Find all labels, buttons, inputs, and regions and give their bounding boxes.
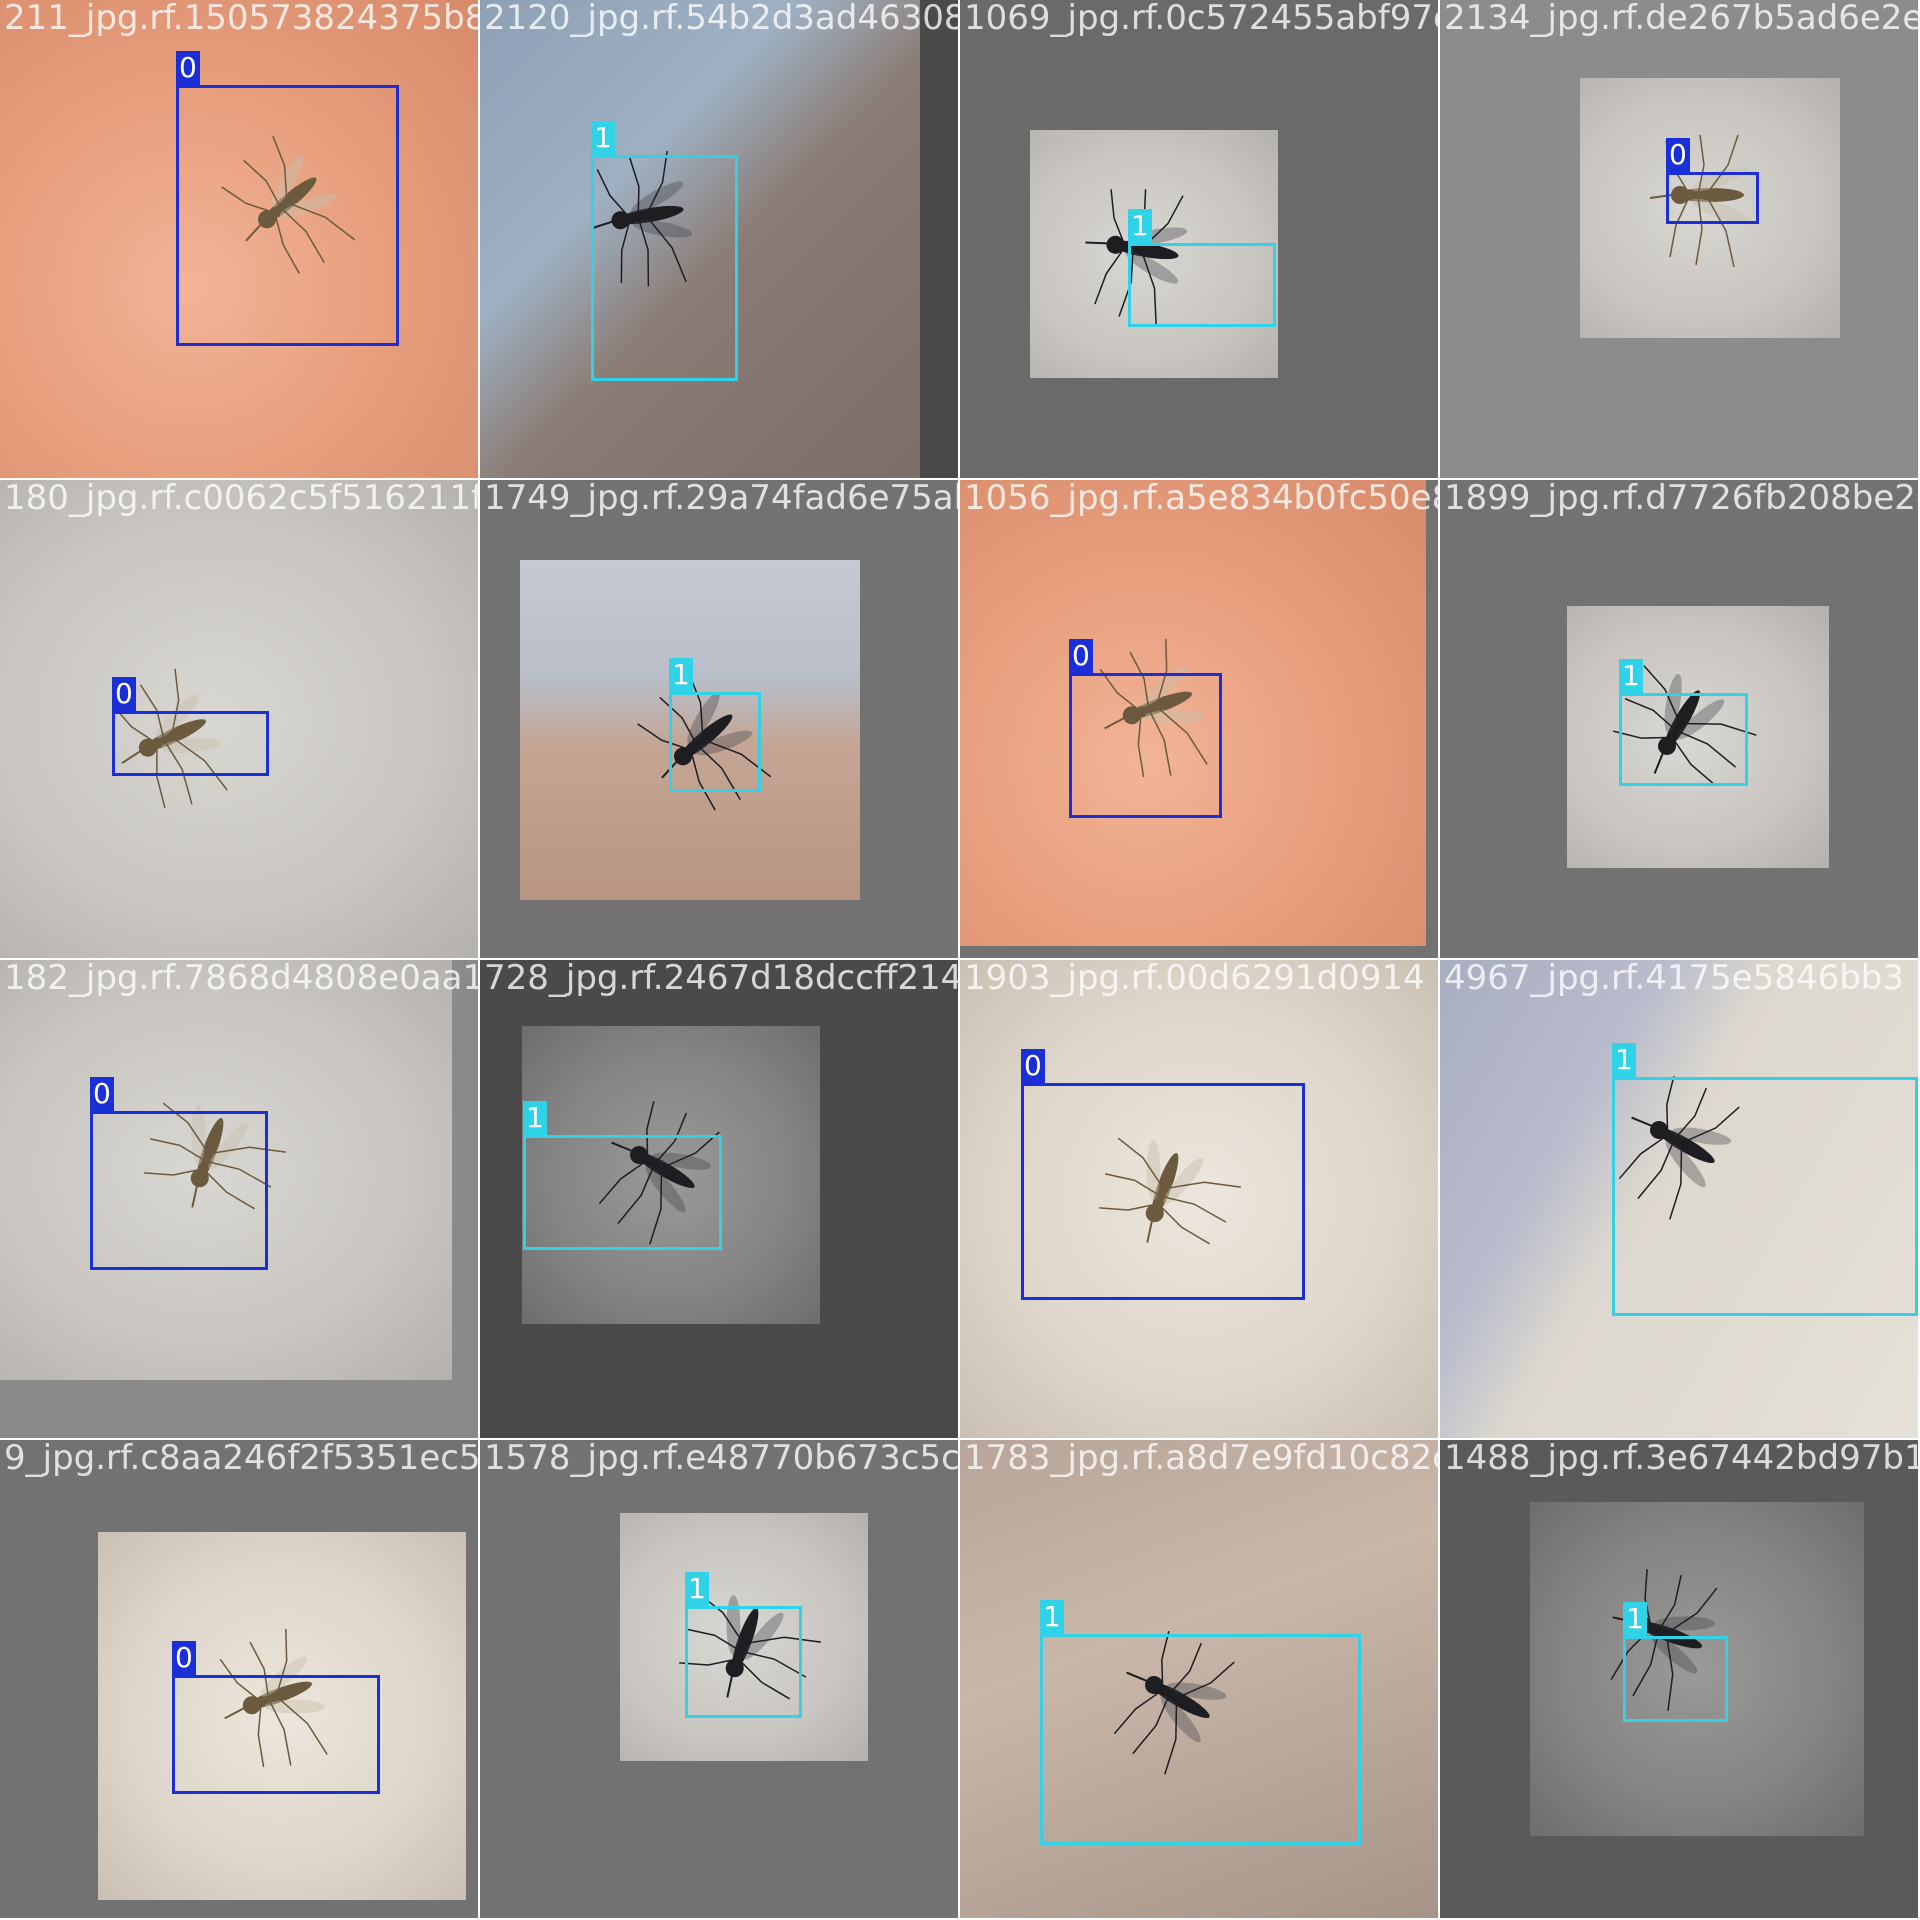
tile-filename: 728_jpg.rf.2467d18dccff21437 <box>484 960 958 998</box>
tile-photo <box>98 1532 466 1900</box>
class-label: 0 <box>112 677 136 711</box>
class-label: 1 <box>1128 209 1152 243</box>
class-label: 1 <box>1040 1600 1064 1634</box>
tile-photo <box>1580 78 1840 338</box>
detection-box <box>1666 172 1759 224</box>
detection-box <box>1021 1083 1305 1300</box>
mosquito-illustration <box>144 1102 286 1210</box>
detection-box <box>523 1135 722 1250</box>
detection-box <box>669 692 761 792</box>
class-label: 1 <box>669 658 693 692</box>
tile-filename: 182_jpg.rf.7868d4808e0aa1 <box>4 960 478 998</box>
tile-photo <box>1530 1502 1864 1836</box>
image-tile: 1 1783_jpg.rf.a8d7e9fd10c82c <box>960 1440 1438 1918</box>
tile-filename: 1899_jpg.rf.d7726fb208be2e <box>1444 480 1918 518</box>
image-tile: 0 180_jpg.rf.c0062c5f516211f <box>0 480 478 958</box>
tile-filename: 211_jpg.rf.150573824375b8 <box>4 0 478 38</box>
mosquito-illustration <box>1099 1137 1241 1245</box>
tile-filename: 1069_jpg.rf.0c572455abf97e3a <box>964 0 1438 38</box>
image-tile: 1 4967_jpg.rf.4175e5846bb3 <box>1440 960 1918 1438</box>
tile-filename: 2120_jpg.rf.54b2d3ad463081 <box>484 0 958 38</box>
mosquito-illustration <box>637 672 772 811</box>
detection-box <box>1623 1636 1728 1722</box>
tile-photo <box>0 480 478 958</box>
tile-photo <box>1440 960 1918 1438</box>
tile-filename: 1783_jpg.rf.a8d7e9fd10c82c <box>964 1440 1438 1478</box>
tile-photo <box>960 480 1426 946</box>
image-tile: 0 9_jpg.rf.c8aa246f2f5351ec5e <box>0 1440 478 1918</box>
image-tile: 0 182_jpg.rf.7868d4808e0aa1 <box>0 960 478 1438</box>
tile-photo <box>520 560 860 900</box>
class-label: 1 <box>523 1101 547 1135</box>
tile-photo <box>0 960 452 1380</box>
mosquito-illustration <box>1113 1631 1235 1775</box>
detection-box <box>685 1606 802 1718</box>
detection-box <box>1040 1634 1361 1845</box>
tile-filename: 1488_jpg.rf.3e67442bd97b14 <box>1444 1440 1918 1478</box>
tile-photo <box>960 960 1438 1438</box>
mosquito-illustration <box>1085 189 1188 326</box>
tile-photo <box>480 0 920 478</box>
class-label: 1 <box>591 121 615 155</box>
class-label: 0 <box>1666 138 1690 172</box>
detection-box <box>591 155 738 381</box>
image-tile: 1 1488_jpg.rf.3e67442bd97b14 <box>1440 1440 1918 1918</box>
image-tile: 1 1578_jpg.rf.e48770b673c5c3 <box>480 1440 958 1918</box>
class-label: 1 <box>1619 659 1643 693</box>
tile-photo <box>1567 606 1829 868</box>
image-tile: 1 1749_jpg.rf.29a74fad6e75ab1 <box>480 480 958 958</box>
tile-filename: 1578_jpg.rf.e48770b673c5c3 <box>484 1440 958 1478</box>
mosquito-illustration <box>1099 639 1208 778</box>
detection-box <box>1128 243 1276 327</box>
mosquito-illustration <box>1613 665 1757 787</box>
detection-box <box>90 1111 268 1270</box>
image-tile: 0 211_jpg.rf.150573824375b8 <box>0 0 478 478</box>
image-tile: 1 1899_jpg.rf.d7726fb208be2e <box>1440 480 1918 958</box>
class-label: 0 <box>1069 639 1093 673</box>
tile-filename: 180_jpg.rf.c0062c5f516211f <box>4 480 478 518</box>
class-label: 1 <box>1612 1043 1636 1077</box>
class-label: 0 <box>176 51 200 85</box>
class-label: 0 <box>172 1641 196 1675</box>
mosquito-illustration <box>598 1101 720 1245</box>
image-tile: 0 1056_jpg.rf.a5e834b0fc50e89 <box>960 480 1438 958</box>
class-label: 1 <box>1623 1602 1647 1636</box>
tile-filename: 4967_jpg.rf.4175e5846bb3 <box>1444 960 1904 998</box>
tile-filename: 1749_jpg.rf.29a74fad6e75ab1 <box>484 480 958 518</box>
detection-box <box>112 711 269 776</box>
detection-box <box>1069 673 1222 818</box>
image-tile: 0 2134_jpg.rf.de267b5ad6e2e2 <box>1440 0 1918 478</box>
tile-filename: 1903_jpg.rf.00d6291d0914 <box>964 960 1425 998</box>
tile-filename: 1056_jpg.rf.a5e834b0fc50e89 <box>964 480 1438 518</box>
mosquito-illustration <box>221 135 356 274</box>
mosquito-illustration <box>111 668 228 809</box>
image-tile: 0 1903_jpg.rf.00d6291d0914 <box>960 960 1438 1438</box>
image-tile: 1 1069_jpg.rf.0c572455abf97e3a <box>960 0 1438 478</box>
mosquito-illustration <box>591 150 693 287</box>
class-label: 1 <box>685 1572 709 1606</box>
tile-filename: 9_jpg.rf.c8aa246f2f5351ec5e <box>4 1440 478 1478</box>
mosquito-illustration <box>679 1592 821 1700</box>
class-label: 0 <box>1021 1049 1045 1083</box>
class-label: 0 <box>90 1077 114 1111</box>
detection-box <box>1619 693 1748 786</box>
image-tile: 1 2120_jpg.rf.54b2d3ad463081 <box>480 0 958 478</box>
detection-box <box>176 85 399 346</box>
detection-box <box>172 1675 380 1794</box>
tile-filename: 2134_jpg.rf.de267b5ad6e2e2 <box>1444 0 1918 38</box>
mosquito-illustration <box>1618 1076 1740 1220</box>
detection-box <box>1612 1077 1918 1316</box>
image-tile: 1 728_jpg.rf.2467d18dccff21437 <box>480 960 958 1438</box>
